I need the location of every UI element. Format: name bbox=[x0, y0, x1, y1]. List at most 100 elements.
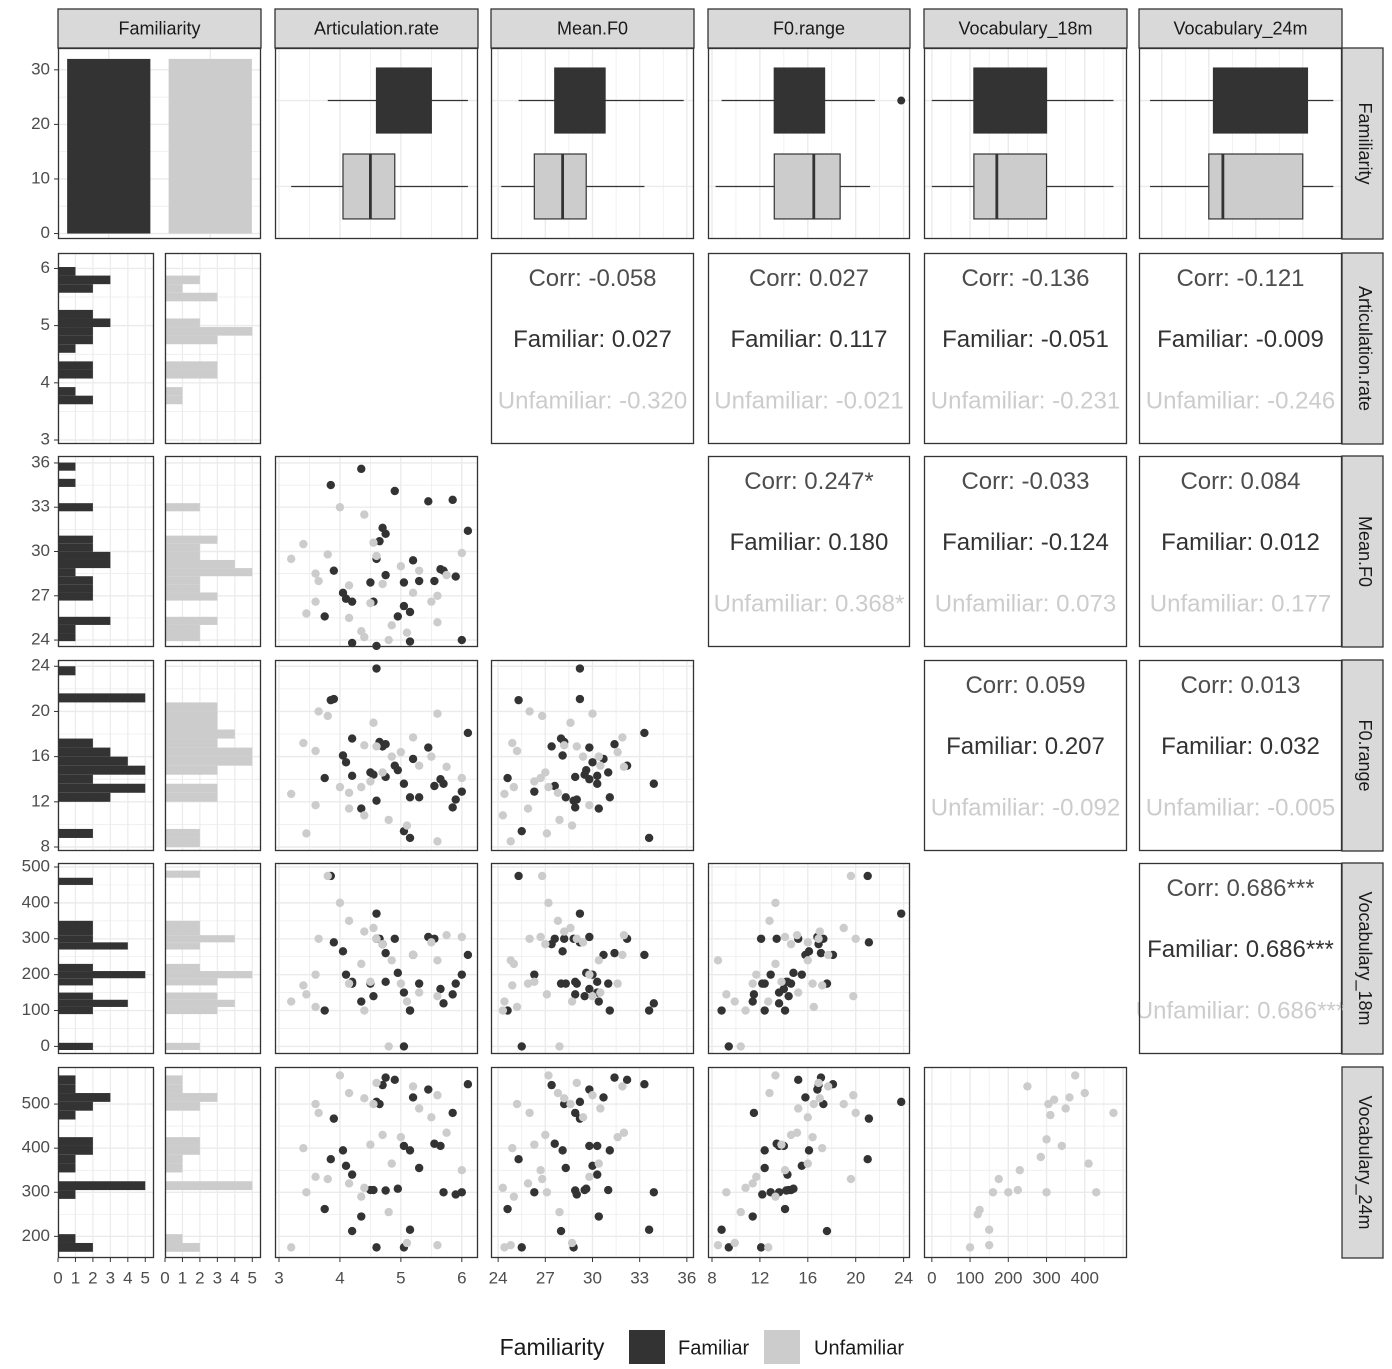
scatter-point bbox=[594, 1212, 603, 1221]
histogram-bar bbox=[58, 503, 93, 512]
scatter-point bbox=[302, 829, 311, 838]
scatter-point bbox=[299, 981, 308, 990]
scatter-point bbox=[314, 576, 323, 586]
column-strip-label: F0.range bbox=[773, 18, 845, 38]
scatter-point bbox=[863, 1154, 872, 1164]
scatter-point bbox=[302, 609, 311, 618]
histogram-bar bbox=[58, 462, 76, 471]
histogram-bar bbox=[58, 942, 128, 950]
x-tick-label: 400 bbox=[1071, 1268, 1099, 1287]
scatter-point bbox=[717, 1225, 726, 1234]
panel-border bbox=[274, 659, 479, 852]
scatter-point bbox=[286, 554, 296, 564]
scatter-point bbox=[509, 782, 519, 792]
scatter-point bbox=[314, 934, 323, 943]
scatter-point bbox=[512, 1002, 522, 1012]
panel-bg bbox=[1139, 863, 1342, 1054]
scatter-point bbox=[572, 934, 581, 943]
scatter-point bbox=[427, 938, 436, 947]
histogram-bar bbox=[165, 568, 253, 577]
scatter-point bbox=[571, 990, 580, 999]
scatter-point bbox=[344, 1088, 354, 1098]
scatter-point bbox=[640, 1080, 649, 1089]
histogram-bar bbox=[165, 1242, 200, 1252]
scatter-point bbox=[311, 970, 320, 979]
scatter-point bbox=[610, 1073, 619, 1082]
correlation-familiar: Familiar: 0.207 bbox=[946, 733, 1105, 760]
panel-border bbox=[490, 252, 695, 445]
histogram-bar bbox=[165, 747, 253, 757]
scatter-point bbox=[988, 1188, 998, 1197]
y-tick-label: 8 bbox=[41, 836, 50, 855]
row-strip-label: Articulation.rate bbox=[1355, 286, 1375, 411]
histogram-bar bbox=[165, 543, 200, 552]
scatter-point bbox=[1042, 1135, 1051, 1144]
histogram-bar bbox=[58, 1101, 93, 1111]
scatter-point bbox=[596, 761, 605, 770]
column-strip-label: Articulation.rate bbox=[314, 18, 439, 38]
histogram-bar bbox=[58, 1137, 93, 1146]
scatter-point bbox=[525, 1108, 534, 1118]
histogram-bar bbox=[58, 387, 76, 396]
panel-bg bbox=[275, 660, 478, 851]
row-strip-label: F0.range bbox=[1355, 719, 1375, 791]
scatter-point bbox=[582, 1184, 591, 1193]
scatter-point bbox=[341, 758, 351, 767]
scatter-point bbox=[572, 742, 581, 751]
scatter-point bbox=[393, 968, 403, 978]
histogram-bar bbox=[165, 284, 183, 293]
scatter-point bbox=[771, 1192, 780, 1201]
histogram-bar bbox=[58, 584, 93, 593]
y-tick-label: 0 bbox=[41, 1036, 50, 1055]
x-tick-label: 0 bbox=[53, 1268, 62, 1287]
scatter-point bbox=[780, 1166, 790, 1175]
scatter-point bbox=[311, 801, 320, 810]
scatter-point bbox=[405, 1225, 415, 1234]
boxplot-box bbox=[1208, 153, 1304, 220]
scatter-point bbox=[610, 740, 619, 749]
panel-border bbox=[707, 47, 911, 240]
scatter-point bbox=[341, 970, 351, 979]
histogram-bar bbox=[58, 666, 76, 676]
scatter-point bbox=[593, 1170, 602, 1179]
panel-border bbox=[1138, 47, 1343, 240]
scatter-point bbox=[561, 793, 570, 802]
panel-border bbox=[164, 659, 262, 852]
scatter-point bbox=[814, 1078, 823, 1088]
scatter-point bbox=[338, 947, 348, 956]
scatter-point bbox=[553, 788, 563, 797]
x-tick-label: 2 bbox=[88, 1268, 97, 1287]
scatter-point bbox=[559, 927, 569, 936]
histogram-bar bbox=[165, 783, 218, 793]
scatter-point bbox=[503, 1204, 512, 1214]
scatter-point bbox=[463, 1080, 473, 1089]
histogram-bar bbox=[58, 543, 93, 552]
x-tick-label: 3 bbox=[106, 1268, 115, 1287]
scatter-point bbox=[366, 1140, 375, 1149]
scatter-point bbox=[517, 1243, 526, 1252]
scatter-point bbox=[749, 990, 759, 999]
scatter-point bbox=[366, 578, 375, 587]
scatter-point bbox=[588, 709, 597, 718]
scatter-point bbox=[542, 829, 552, 838]
histogram-bar bbox=[58, 765, 146, 775]
scatter-point bbox=[578, 938, 588, 947]
y-tick-label: 300 bbox=[22, 928, 50, 947]
scatter-point bbox=[741, 1006, 750, 1015]
scatter-point bbox=[1049, 1095, 1059, 1104]
boxplot-box bbox=[533, 153, 587, 220]
scatter-point bbox=[1071, 1071, 1080, 1080]
boxplot-box bbox=[773, 67, 826, 134]
scatter-point bbox=[724, 1042, 733, 1051]
scatter-point bbox=[381, 1073, 390, 1082]
scatter-point bbox=[451, 979, 460, 988]
scatter-point bbox=[1046, 1110, 1055, 1120]
scatter-point bbox=[375, 1099, 384, 1109]
scatter-point bbox=[760, 1163, 769, 1173]
scatter-point bbox=[994, 1174, 1003, 1184]
scatter-point bbox=[357, 997, 366, 1006]
scatter-point bbox=[596, 1104, 605, 1113]
scatter-point bbox=[544, 1071, 553, 1080]
scatter-point bbox=[559, 741, 569, 750]
scatter-point bbox=[320, 612, 329, 621]
